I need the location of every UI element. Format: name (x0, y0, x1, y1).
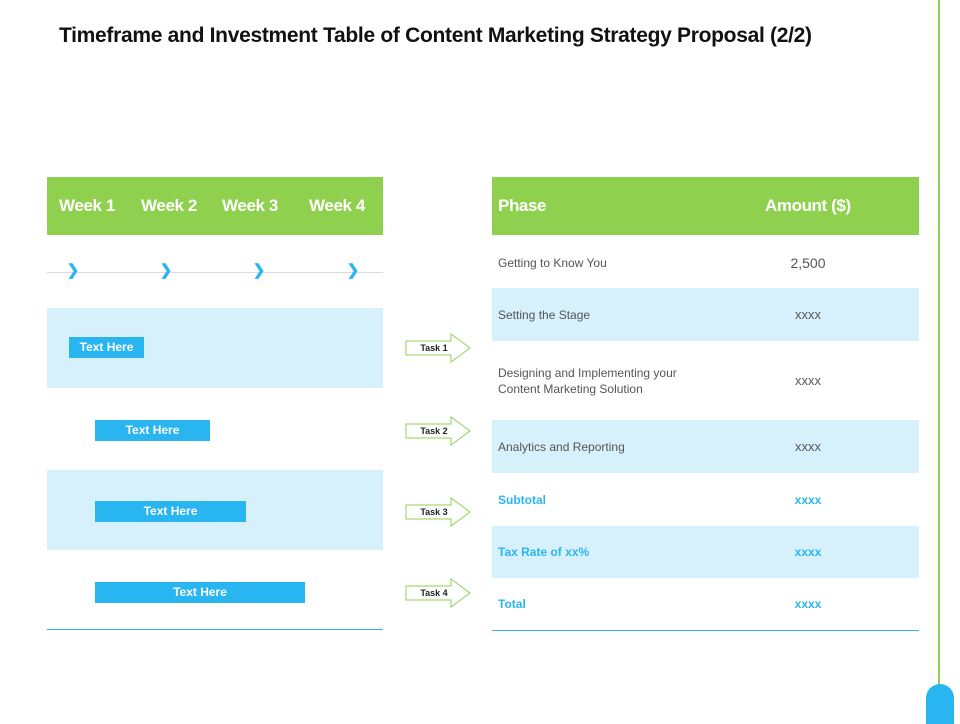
arrow-right-icon (405, 497, 471, 527)
table-bottom-rule (492, 630, 919, 631)
corner-tab (926, 684, 954, 724)
amount-cell: xxxx (795, 373, 821, 388)
chevron-right-icon: ❯ (159, 262, 173, 279)
total-row: Total xxxx (492, 578, 919, 630)
subtotal-label: Subtotal (498, 492, 546, 507)
phase-cell: Getting to Know You (498, 255, 607, 270)
chevron-right-icon: ❯ (346, 262, 360, 279)
chevron-right-icon: ❯ (252, 262, 266, 279)
subtotal-row: Subtotal xxxx (492, 473, 919, 526)
table-row: Setting the Stage xxxx (492, 288, 919, 341)
table-row: Getting to Know You 2,500 (492, 237, 919, 288)
task-1-label: Task 1 (420, 343, 448, 353)
task-3-label: Task 3 (420, 507, 448, 517)
task-1-bar: Text Here (69, 337, 144, 358)
phase-column-header: Phase (498, 196, 547, 215)
task-2-bar: Text Here (95, 420, 210, 441)
week-2-label: Week 2 (141, 196, 197, 215)
chevron-right-icon: ❯ (66, 262, 80, 279)
tax-row: Tax Rate of xx% xxxx (492, 526, 919, 578)
arrow-right-icon (405, 578, 471, 608)
task-3-bar: Text Here (95, 501, 246, 522)
task-2-label: Task 2 (420, 426, 448, 436)
phase-cell: Setting the Stage (498, 307, 591, 322)
amount-column-header: Amount ($) (765, 196, 851, 215)
tax-amount: xxxx (794, 545, 822, 559)
tax-label: Tax Rate of xx% (498, 545, 590, 559)
total-amount: xxxx (794, 597, 822, 611)
total-label: Total (498, 597, 526, 611)
amount-cell: xxxx (795, 307, 821, 322)
page-title: Timeframe and Investment Table of Conten… (59, 24, 812, 47)
task-4-arrow: Task 4 (405, 578, 471, 608)
table-row: Designing and Implementing your Content … (492, 341, 919, 420)
timeline-line (47, 272, 383, 273)
phase-cell: Designing and Implementing your Content … (498, 365, 677, 396)
arrow-right-icon (405, 416, 471, 446)
right-accent-line (938, 0, 940, 690)
task-2-arrow: Task 2 (405, 416, 471, 446)
arrow-right-icon (405, 333, 471, 363)
table-row: Analytics and Reporting xxxx (492, 420, 919, 473)
task-4-bar: Text Here (95, 582, 305, 603)
week-4-label: Week 4 (309, 196, 365, 215)
week-3-label: Week 3 (222, 196, 278, 215)
task-1-arrow: Task 1 (405, 333, 471, 363)
amount-cell: xxxx (795, 439, 821, 454)
amount-cell: 2,500 (790, 254, 826, 271)
week-header: Week 1 Week 2 Week 3 Week 4 (47, 177, 383, 235)
subtotal-amount: xxxx (794, 492, 822, 507)
week-1-label: Week 1 (59, 196, 115, 215)
gantt-bottom-rule (47, 629, 383, 630)
task-3-arrow: Task 3 (405, 497, 471, 527)
table-header: Phase Amount ($) (492, 177, 919, 235)
phase-cell: Analytics and Reporting (498, 439, 625, 454)
task-4-label: Task 4 (420, 588, 448, 598)
